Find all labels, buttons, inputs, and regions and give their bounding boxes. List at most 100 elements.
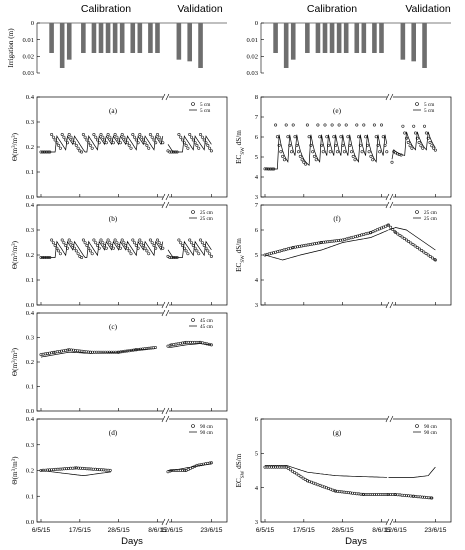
panel-a-observed-point — [80, 150, 84, 154]
panel-irrigation-left-bar — [105, 23, 111, 53]
panel-irrigation-right-bar — [273, 23, 278, 53]
panel-g-observed-point — [303, 477, 307, 481]
panel-a-observed-point — [101, 135, 105, 139]
panel-a-observed-point — [124, 138, 128, 142]
panel-a-observed-point — [99, 133, 103, 137]
panel-e-break-mask-bottom — [386, 194, 393, 199]
panel-a-label: (a) — [109, 107, 118, 115]
panel-e-observed-point — [286, 135, 290, 139]
panel-e-observed-point — [318, 135, 322, 139]
panel-c-ytick-label: 0.0 — [26, 408, 35, 415]
panel-e-observed-point — [385, 150, 389, 154]
panel-g-break-mask-top — [386, 417, 393, 422]
panel-d-ytick-label: 0.3 — [26, 442, 35, 449]
panel-a-observed-point — [138, 133, 142, 137]
panel-g-legend-simulated-label: 90 cm — [424, 430, 437, 436]
panel-f-simulated-line — [388, 227, 436, 251]
panel-irrigation-left-bar — [137, 23, 143, 53]
panel-b-break-mark-top — [161, 201, 170, 209]
panel-d-legend-observed-marker — [191, 424, 195, 428]
panel-f-ytick-label: 5 — [255, 252, 259, 259]
panel-irrigation-right-bar — [361, 23, 367, 53]
panel-irrigation-right-bar — [411, 23, 417, 62]
panel-irrigation-left-bar — [155, 23, 160, 53]
panel-irrigation-right-bar — [329, 23, 335, 53]
panel-b-break-mask-top — [162, 203, 169, 208]
panel-a-observed-point — [186, 146, 190, 150]
panel-b-observed-point — [106, 238, 110, 242]
panel-b-observed-point — [140, 241, 144, 245]
panel-b-observed-point — [173, 255, 177, 259]
panel-a-observed-point — [117, 138, 121, 142]
panel-c-observed-point — [110, 350, 114, 354]
panel-b-observed-point — [92, 238, 96, 242]
panel-a-observed-point — [113, 133, 117, 137]
panel-f-observed-point — [422, 250, 426, 254]
panel-c-break-mask-top — [162, 311, 169, 316]
panel-g-ytick-label: 5 — [255, 451, 259, 458]
panel-b-observed-point — [41, 255, 45, 259]
panel-e-observed-point — [316, 123, 320, 127]
panel-g-observed-point — [293, 471, 297, 475]
panel-e-simulated-line — [265, 134, 388, 170]
panel-irrigation-right-bar — [422, 23, 427, 68]
panel-e-observed-point — [312, 154, 316, 158]
panel-a-observed-point — [191, 138, 195, 142]
panel-a-observed-point — [120, 133, 124, 137]
panel-e-observed-point — [265, 167, 269, 171]
panel-c-frame — [36, 312, 228, 412]
panel-b-observed-point — [145, 249, 149, 253]
panel-a-observed-point — [190, 135, 194, 139]
panel-e-observed-point — [330, 123, 334, 127]
panel-b-observed-point — [148, 238, 152, 242]
panel-a-legend-observed-label: 5 cm — [200, 102, 210, 108]
panel-f-ytick-label: 4 — [255, 277, 259, 284]
panel-a-legend-observed-marker — [191, 102, 195, 106]
panel-e-observed-point — [379, 123, 383, 127]
panel-e-observed-point — [291, 123, 295, 127]
panel-f-observed-point — [404, 238, 408, 242]
panel-b-legend-observed-label: 25 cm — [200, 210, 213, 216]
panel-f-legend-observed-label: 25 cm — [424, 210, 437, 216]
panel-e-ytick-label: 8 — [255, 94, 259, 101]
panel-c-observed-point — [209, 343, 213, 347]
header-right-calibration: Calibration — [307, 3, 357, 15]
panel-a-ylabel: Θ(m3/m3) — [11, 132, 19, 161]
panel-g-label: (g) — [333, 429, 342, 437]
panel-f-observed-point — [398, 234, 402, 238]
panel-a-observed-point — [150, 135, 154, 139]
panel-e-observed-point — [371, 158, 375, 162]
panel-b-observed-point — [60, 238, 64, 242]
panel-e-observed-point — [428, 141, 432, 145]
panel-b-observed-point — [117, 244, 121, 248]
panel-a-observed-point — [71, 138, 75, 142]
panel-irrigation-left-bar — [176, 23, 182, 60]
panel-e-observed-point — [275, 135, 279, 139]
panel-a-observed-point — [195, 143, 199, 147]
panel-b-observed-point — [131, 238, 135, 242]
panel-a-observed-point — [90, 146, 94, 150]
panel-irrigation-right-bar — [400, 23, 406, 60]
panel-d-ytick-label: 0.0 — [26, 519, 35, 526]
panel-d-break-mark-bottom — [161, 518, 170, 526]
panel-a-ytick-label: 0.3 — [26, 119, 35, 126]
panel-d-ytick-label: 0.2 — [26, 468, 34, 475]
panel-g-observed-point — [284, 465, 288, 469]
panel-d-legend-simulated-label: 90 cm — [200, 430, 213, 436]
panel-c-observed-point — [52, 350, 56, 354]
panel-f-observed-point — [402, 237, 406, 241]
panel-b-observed-point — [97, 246, 101, 250]
panel-a-observed-point — [46, 150, 50, 154]
panel-f-ytick-label: 6 — [255, 227, 259, 234]
panel-b-observed-point — [168, 255, 172, 259]
panel-c-ylabel: Θ(m3/m3) — [11, 347, 19, 376]
header-right-validation: Validation — [405, 3, 450, 15]
panel-irrigation-left-bar — [148, 23, 153, 53]
panel-g-observed-point — [299, 475, 303, 479]
panel-e-observed-point — [433, 148, 437, 152]
panel-c-observed-point — [193, 340, 197, 344]
panel-f-observed-point — [420, 249, 424, 253]
panel-b-observed-point — [197, 252, 201, 256]
panel-g-observed-point — [430, 496, 434, 500]
panel-e-observed-point — [430, 144, 434, 148]
